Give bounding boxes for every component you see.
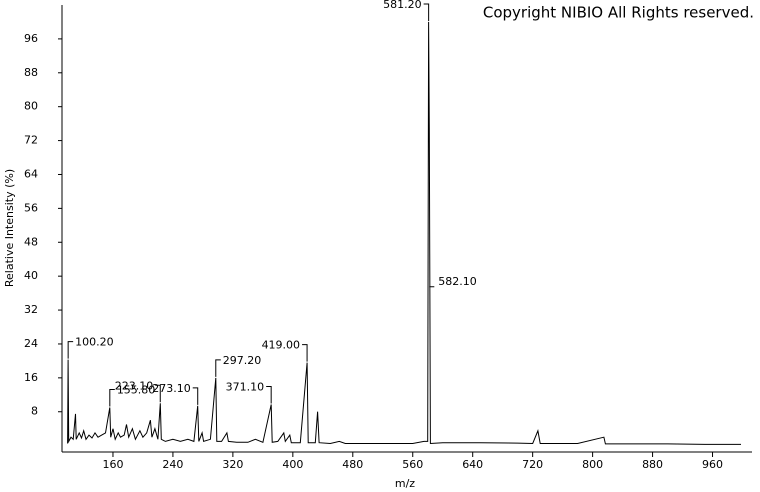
x-tick-label: 400 (282, 458, 303, 471)
annotation-connector (266, 386, 272, 404)
y-tick-label: 64 (24, 167, 38, 180)
annotation-label: 297.20 (223, 354, 262, 367)
x-tick-label: 240 (162, 458, 183, 471)
annotation-connector (67, 341, 74, 359)
annotation-label: 155.80 (117, 384, 155, 397)
x-tick-label: 480 (342, 458, 363, 471)
annotation-connector (302, 344, 308, 362)
annotation-label: 581.20 (383, 0, 422, 11)
x-tick-label: 160 (102, 458, 123, 471)
x-axis-label: m/z (395, 477, 415, 490)
annotation-connector (155, 384, 161, 403)
annotation-connector (109, 389, 115, 407)
y-tick-label: 72 (24, 134, 38, 147)
y-axis-label: Relative Intensity (%) (3, 169, 16, 287)
spectrum-line (67, 21, 741, 445)
y-tick-label: 88 (24, 66, 38, 79)
x-tick-label: 880 (642, 458, 663, 471)
y-tick-label: 48 (24, 235, 38, 248)
y-tick-label: 8 (31, 405, 38, 418)
y-tick-label: 40 (24, 269, 38, 282)
annotation-label: 100.20 (75, 336, 114, 349)
annotation-label: 223.10 (115, 379, 154, 392)
x-tick-label: 960 (702, 458, 723, 471)
x-tick-label: 640 (462, 458, 483, 471)
x-tick-label: 320 (222, 458, 243, 471)
annotation-label: 582.10 (438, 275, 477, 288)
y-tick-label: 96 (24, 32, 38, 45)
copyright: Copyright NIBIO All Rights reserved. (483, 4, 754, 22)
y-tick-label: 32 (24, 303, 38, 316)
annotation-label: 371.10 (226, 381, 265, 394)
y-tick-label: 24 (24, 337, 38, 350)
annotation-label: 419.00 (262, 339, 301, 352)
annotation-connector (215, 359, 221, 377)
annotation-connector (423, 3, 430, 21)
x-tick-label: 560 (402, 458, 423, 471)
x-tick-label: 720 (522, 458, 543, 471)
y-tick-label: 80 (24, 100, 38, 113)
x-tick-label: 800 (582, 458, 603, 471)
annotation-connector (192, 387, 199, 405)
annotation-label: 273.10 (152, 382, 191, 395)
y-tick-label: 16 (24, 371, 38, 384)
y-tick-label: 56 (24, 201, 38, 214)
